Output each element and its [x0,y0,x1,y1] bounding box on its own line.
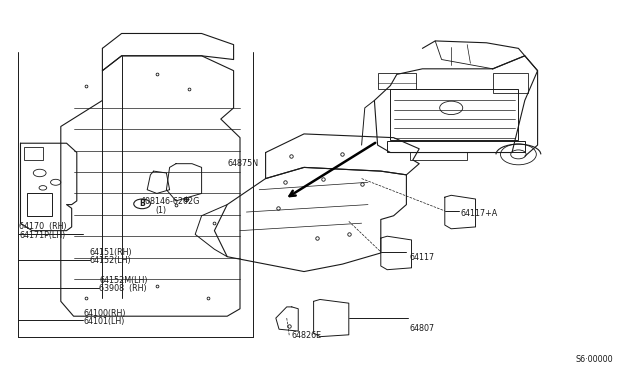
Text: 63908  (RH): 63908 (RH) [99,284,147,293]
Text: 64101(LH): 64101(LH) [83,317,125,326]
Text: 64117: 64117 [410,253,435,262]
Text: 64151(RH): 64151(RH) [90,248,132,257]
Text: 64117+A: 64117+A [461,209,498,218]
Text: S6·00000: S6·00000 [576,355,614,364]
Text: 64171P(LH): 64171P(LH) [19,231,65,240]
Bar [387,141,525,152]
Bar [390,89,518,140]
Text: 64170  (RH): 64170 (RH) [19,222,67,231]
Text: 64152(LH): 64152(LH) [90,256,131,265]
Text: 64826E: 64826E [291,331,321,340]
Bar [378,73,416,89]
Bar [493,73,528,93]
Text: 64875N: 64875N [227,159,259,168]
Text: B: B [140,199,145,208]
Text: (1): (1) [155,206,166,215]
Text: 64152M(LH): 64152M(LH) [99,276,148,285]
Bar [410,152,467,160]
Bar [27,193,52,216]
Text: °08146-6202G: °08146-6202G [141,198,199,206]
Text: 64100(RH): 64100(RH) [83,309,125,318]
Text: 64807: 64807 [410,324,435,333]
Bar [24,147,43,160]
